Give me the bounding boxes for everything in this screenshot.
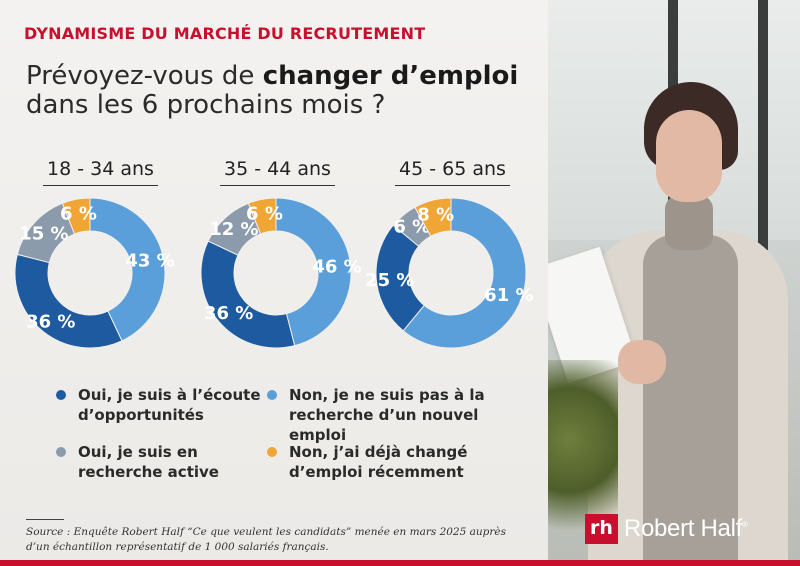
donut-2-label-3: 12 %: [209, 219, 258, 240]
title-bold: changer d’emploi: [262, 61, 519, 91]
window-frame: [758, 0, 768, 250]
donut-1-label-3: 15 %: [19, 223, 68, 244]
age-group-2-title: 35 - 44 ans: [220, 158, 335, 186]
age-group-1-title: 18 - 34 ans: [43, 158, 158, 186]
donut-1-label-4: 6 %: [60, 204, 97, 225]
robert-half-logo: rh Robert Half®: [585, 514, 748, 544]
legend-item-listening: Oui, je suis à l’écoute d’opportunités: [56, 385, 308, 425]
donut-2-label-4: 6 %: [246, 204, 283, 225]
photo-woman-reading: [548, 0, 800, 560]
face: [656, 110, 722, 202]
legend-swatch-dark-blue: [56, 390, 66, 400]
donut-1-label-2: 36 %: [26, 311, 75, 332]
donut-2-slice-4: [247, 197, 277, 235]
footnote-rule: [26, 519, 64, 520]
donut-3-slice-1: [402, 197, 527, 349]
logo-wordmark: Robert Half: [623, 515, 742, 542]
turtleneck: [665, 195, 713, 250]
bottom-accent-bar: [0, 560, 800, 566]
logo-mark: rh: [585, 514, 618, 544]
legend-swatch-gray: [56, 447, 66, 457]
donut-1-label-1: 43 %: [125, 251, 174, 272]
legend-label-not-searching: Non, je ne suis pas à la recherche d’un …: [289, 386, 485, 444]
donut-1-slice-4: [61, 197, 91, 235]
donut-2-slice-1: [275, 197, 352, 347]
title-line2: dans les 6 prochains mois ?: [26, 90, 386, 120]
donut-2-slice-2: [200, 240, 296, 349]
donut-3-slice-4: [414, 197, 452, 237]
age-group-2-label: 35 - 44 ans: [224, 158, 331, 180]
legend-label-active: Oui, je suis en recherche active: [78, 443, 219, 481]
legend-label-listening: Oui, je suis à l’écoute d’opportunités: [78, 386, 261, 424]
donut-2-label-2: 36 %: [204, 303, 253, 324]
age-group-3-title: 45 - 65 ans: [395, 158, 510, 186]
donut-3-label-2: 25 %: [365, 270, 414, 291]
donut-charts: 43 %36 %15 %6 %46 %36 %12 %6 %61 %25 %6 …: [14, 197, 534, 349]
donut-2-label-1: 46 %: [312, 256, 361, 277]
donut-1-slice-1: [89, 197, 166, 342]
infographic-panel: DYNAMISME DU MARCHÉ DU RECRUTEMENT Prévo…: [0, 0, 548, 560]
legend-swatch-orange: [267, 447, 277, 457]
logo-name: Robert Half®: [624, 515, 748, 543]
legend-swatch-light-blue: [267, 390, 277, 400]
source-note: Source : Enquête Robert Half “Ce que veu…: [26, 526, 507, 553]
kicker-heading: DYNAMISME DU MARCHÉ DU RECRUTEMENT: [24, 24, 426, 43]
donut-3-label-3: 6 %: [393, 217, 430, 238]
logo-trademark: ®: [742, 520, 748, 529]
donut-1-slice-2: [14, 253, 123, 349]
donut-3-label-1: 61 %: [484, 285, 533, 306]
sweater: [643, 235, 738, 560]
age-group-1-label: 18 - 34 ans: [47, 158, 154, 180]
legend-label-changed: Non, j’ai déjà changé d’emploi récemment: [289, 443, 468, 481]
title-part1: Prévoyez-vous de: [26, 61, 263, 91]
legend-item-not-searching: Non, je ne suis pas à la recherche d’un …: [267, 385, 519, 445]
hand: [618, 340, 666, 384]
donut-3-label-4: 8 %: [417, 204, 454, 225]
legend-item-changed: Non, j’ai déjà changé d’emploi récemment: [267, 442, 489, 482]
age-group-3-label: 45 - 65 ans: [399, 158, 506, 180]
page-title: Prévoyez-vous de changer d’emploi dans l…: [26, 62, 518, 120]
legend-item-active: Oui, je suis en recherche active: [56, 442, 228, 482]
